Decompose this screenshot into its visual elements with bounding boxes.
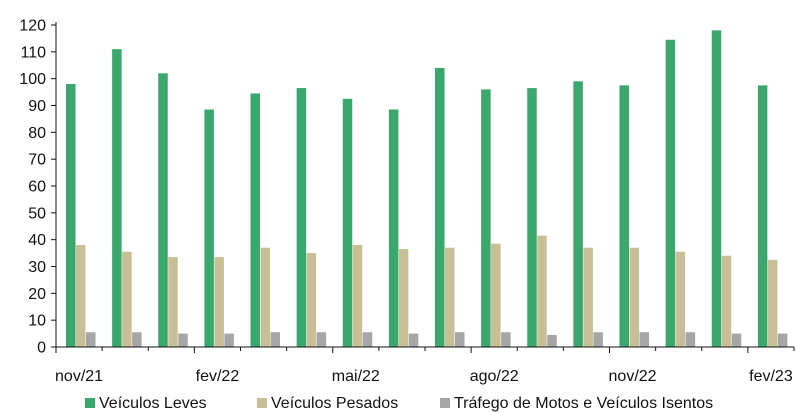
x-tick-label: fev/23 xyxy=(749,368,793,385)
bar-series-2-5 xyxy=(260,247,270,347)
bar-series-3-2 xyxy=(132,332,142,347)
bar-series-3-13 xyxy=(639,332,649,347)
bar-series-2-14 xyxy=(675,251,686,347)
bar-series-1-16 xyxy=(757,85,768,348)
bars xyxy=(66,30,788,348)
legend-label-3: Tráfego de Motos e Veículos Isentos xyxy=(454,395,713,412)
bar-series-3-6 xyxy=(316,332,327,347)
bar-series-2-12 xyxy=(583,247,593,347)
x-tick-label: fev/22 xyxy=(196,368,240,385)
legend: Veículos Leves Veículos Pesados Tráfego de… xyxy=(85,395,713,412)
y-tick-label: 20 xyxy=(28,286,46,303)
bar-series-2-4 xyxy=(214,257,224,347)
bar-series-1-11 xyxy=(527,88,537,347)
bar-series-1-14 xyxy=(665,39,676,347)
bar-series-3-4 xyxy=(224,333,234,347)
legend-swatch-1 xyxy=(85,398,95,408)
x-tick-label: nov/22 xyxy=(609,368,657,385)
bar-series-3-11 xyxy=(547,334,557,347)
y-tick-label: 110 xyxy=(20,44,46,61)
legend-label-1: Veículos Leves xyxy=(99,395,207,412)
y-tick-label: 50 xyxy=(28,205,46,222)
y-tick-label: 70 xyxy=(28,152,46,169)
x-tick-label: nov/21 xyxy=(55,368,103,385)
bar-series-2-7 xyxy=(352,245,363,347)
legend-label-2: Veículos Pesados xyxy=(271,395,398,412)
bar-series-2-10 xyxy=(491,243,501,347)
bar-series-1-13 xyxy=(619,85,629,348)
bar-series-3-1 xyxy=(86,332,96,347)
y-tick-label: 10 xyxy=(28,313,46,330)
x-axis: nov/21 fev/22 mai/22 ago/22 nov/22 fev/23 xyxy=(55,346,795,385)
bar-series-3-12 xyxy=(593,332,603,347)
bar-series-1-9 xyxy=(435,67,445,348)
bar-series-3-8 xyxy=(408,333,419,347)
bar-series-2-1 xyxy=(76,245,86,347)
x-tick-label: ago/22 xyxy=(470,368,519,385)
bar-series-2-13 xyxy=(629,247,639,347)
bar-series-2-16 xyxy=(767,259,778,347)
bar-series-2-2 xyxy=(122,251,132,347)
bar-series-2-11 xyxy=(537,235,547,347)
bar-series-3-14 xyxy=(685,332,696,347)
bar-series-3-3 xyxy=(178,333,188,347)
bar-series-1-5 xyxy=(250,93,260,348)
bar-series-1-15 xyxy=(711,30,722,348)
x-tick-label: mai/22 xyxy=(332,368,380,385)
bar-series-3-15 xyxy=(731,333,742,347)
bar-series-1-8 xyxy=(388,109,399,348)
y-tick-label: 60 xyxy=(28,179,46,196)
bar-series-1-4 xyxy=(204,109,214,348)
y-tick-label: 90 xyxy=(28,98,46,115)
bar-series-1-12 xyxy=(573,81,583,347)
bar-series-2-3 xyxy=(168,257,178,347)
y-tick-label: 120 xyxy=(19,18,46,35)
bar-series-1-3 xyxy=(158,73,168,348)
bar-series-1-1 xyxy=(66,84,76,347)
bar-series-1-2 xyxy=(112,49,122,348)
bar-series-1-10 xyxy=(481,89,491,348)
bar-series-2-9 xyxy=(445,247,455,347)
bar-series-3-9 xyxy=(455,332,465,347)
bar-series-2-8 xyxy=(398,249,409,347)
y-tick-label: 0 xyxy=(37,340,46,357)
y-tick-label: 30 xyxy=(28,259,46,276)
bar-series-2-15 xyxy=(721,255,732,347)
bar-series-3-5 xyxy=(270,332,280,347)
bar-series-3-16 xyxy=(777,333,788,347)
y-tick-label: 80 xyxy=(28,125,46,142)
bar-series-2-6 xyxy=(306,253,317,347)
bar-series-3-10 xyxy=(501,332,511,347)
bar-series-3-7 xyxy=(362,332,373,347)
legend-swatch-2 xyxy=(257,398,267,408)
y-tick-label: 40 xyxy=(28,232,46,249)
bar-series-1-7 xyxy=(342,98,353,347)
y-tick-label: 100 xyxy=(19,71,46,88)
y-axis: 0 10 20 30 40 50 60 70 80 90 100 110 120 xyxy=(19,18,57,357)
bar-series-1-6 xyxy=(296,88,307,347)
legend-swatch-3 xyxy=(440,398,450,408)
